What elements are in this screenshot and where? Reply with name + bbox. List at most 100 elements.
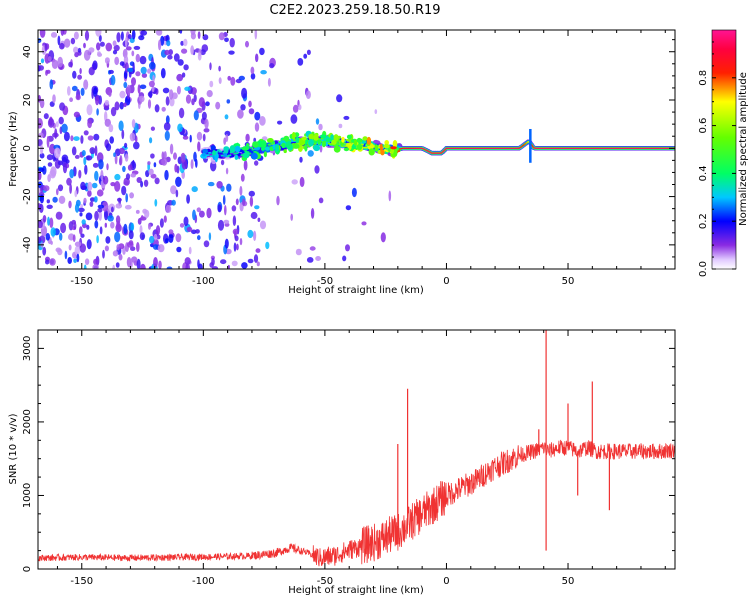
noise-speckle [147,99,152,109]
noise-speckle [80,233,85,238]
x-tick-label: -100 [192,276,215,287]
noise-speckle [39,203,44,213]
noise-speckle [315,118,320,125]
noise-speckle [153,257,158,268]
noise-speckle [297,58,304,66]
spectral-line-blob [202,148,208,154]
noise-speckle [52,196,58,203]
x-tick-label: 50 [562,276,575,287]
noise-speckle [185,263,190,269]
noise-speckle [197,52,202,61]
noise-speckle [176,85,181,95]
noise-speckle [196,207,201,213]
spectral-line-blob [313,144,321,152]
noise-speckle [175,189,179,198]
noise-speckle [255,248,261,253]
noise-speckle [38,65,44,71]
noise-speckle [173,152,177,160]
spectral-line-blob [261,147,265,151]
spectral-line-blob [353,139,358,146]
noise-speckle [89,147,96,155]
noise-speckle [86,224,90,230]
noise-speckle [179,30,183,34]
noise-speckle [95,95,100,106]
spectral-line-blob [333,134,339,142]
spectral-line-blob [362,136,368,141]
noise-speckle [224,238,229,249]
noise-speckle [336,94,343,103]
noise-speckle [87,190,92,197]
noise-speckle [206,90,213,98]
noise-speckle [49,169,56,179]
noise-speckle [123,81,128,89]
noise-speckle [136,258,141,269]
noise-speckle [169,89,174,100]
noise-speckle [374,109,378,114]
noise-speckle [83,49,91,61]
spectrogram-panel: -150 -100 -50 0 50 -40 -20 0 20 40 Height of stra… [8,29,676,296]
noise-speckle [165,115,170,124]
noise-speckle [38,236,42,244]
noise-speckle [112,50,118,55]
noise-speckle [243,160,248,171]
noise-speckle [125,193,128,203]
noise-speckle [69,183,72,194]
noise-speckle [166,40,171,47]
noise-speckle [299,176,305,188]
noise-speckle [232,215,237,226]
y-tick-label: -20 [22,188,33,204]
noise-speckle [218,32,225,41]
noise-speckle [83,197,87,204]
spectral-line-blob [383,143,390,149]
noise-speckle [112,264,116,269]
noise-speckle [59,232,63,241]
noise-speckle [166,266,173,269]
noise-speckle [200,49,206,56]
noise-speckle [45,233,50,241]
noise-speckle [124,204,132,210]
noise-speckle [211,257,215,266]
noise-speckle [74,154,80,159]
noise-speckle [150,153,155,159]
spectral-line-blob [295,136,300,144]
noise-speckle [259,220,267,230]
noise-speckle [139,55,147,65]
noise-speckle [38,167,45,172]
noise-speckle [102,249,105,259]
noise-speckle [120,31,124,41]
noise-speckle [197,235,201,241]
y-tick-label: 40 [22,45,33,58]
colorbar-tick-label: 0.0 [698,261,709,277]
x-tick-label: -100 [192,576,215,587]
noise-speckle [88,47,95,53]
noise-speckle [131,50,135,57]
noise-speckle [140,180,144,188]
noise-speckle [113,44,120,52]
spectral-line-blob [285,143,293,149]
noise-speckle [64,250,68,260]
noise-speckle [147,68,152,74]
spectral-line-blob [274,144,280,153]
noise-speckle [226,99,231,104]
noise-speckle [127,34,132,40]
x-tick-label: -50 [317,576,333,587]
noise-speckle [57,160,63,166]
noise-speckle [215,101,221,110]
noise-speckle [130,173,136,178]
noise-speckle [342,255,347,262]
noise-speckle [59,42,65,50]
noise-speckle [126,84,131,96]
spectral-line-blob [266,138,274,143]
noise-speckle [220,259,227,265]
spectral-line-blob [393,149,398,157]
noise-speckle [115,203,123,209]
noise-speckle [241,87,248,99]
noise-speckle [38,38,42,43]
noise-speckle [50,32,58,38]
spectral-line-blob [304,144,308,152]
noise-speckle [245,40,249,48]
noise-speckle [211,266,219,269]
spectral-line-blob [343,147,350,152]
